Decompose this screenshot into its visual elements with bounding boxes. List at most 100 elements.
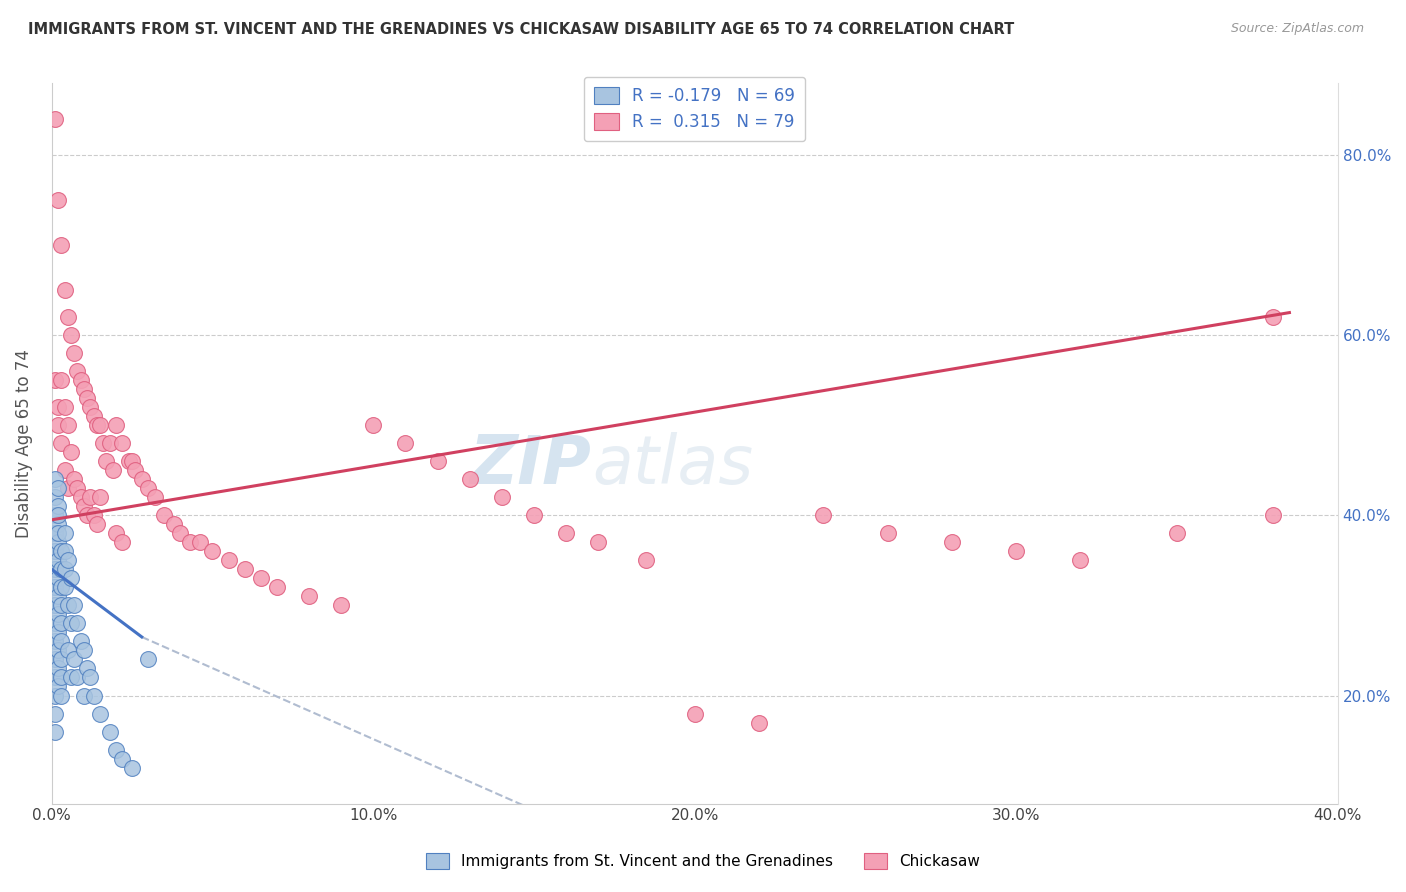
Point [69, 373, 91, 387]
Point [51, 634, 73, 648]
Point [179, 535, 201, 549]
Point [89, 706, 111, 721]
Point [46, 535, 69, 549]
Point [83, 689, 105, 703]
Point [63, 652, 86, 666]
Point [143, 490, 166, 504]
Point [298, 590, 321, 604]
Point [44, 526, 66, 541]
Point [44, 706, 66, 721]
Point [91, 436, 114, 450]
Point [44, 472, 66, 486]
Point [136, 481, 159, 495]
Point [1263, 508, 1285, 523]
Point [51, 562, 73, 576]
Point [201, 544, 224, 558]
Point [44, 508, 66, 523]
Point [555, 526, 578, 541]
Point [53, 526, 76, 541]
Point [111, 535, 134, 549]
Point [44, 373, 66, 387]
Point [44, 526, 66, 541]
Point [53, 562, 76, 576]
Point [44, 544, 66, 558]
Point [56, 418, 79, 433]
Point [66, 481, 89, 495]
Point [44, 112, 66, 126]
Point [86, 517, 108, 532]
Point [813, 508, 835, 523]
Point [53, 400, 76, 414]
Point [51, 689, 73, 703]
Point [73, 689, 96, 703]
Text: atlas: atlas [592, 432, 754, 498]
Point [46, 553, 69, 567]
Point [394, 436, 416, 450]
Point [249, 571, 271, 585]
Point [105, 742, 128, 756]
Point [69, 634, 91, 648]
Point [1005, 544, 1028, 558]
Point [1263, 310, 1285, 324]
Point [73, 500, 96, 514]
Point [188, 535, 211, 549]
Point [46, 508, 69, 523]
Point [46, 526, 69, 541]
Point [56, 643, 79, 657]
Point [44, 652, 66, 666]
Point [96, 454, 118, 468]
Point [83, 409, 105, 424]
Point [60, 671, 83, 685]
Point [53, 581, 76, 595]
Point [79, 400, 101, 414]
Point [60, 571, 83, 585]
Point [44, 724, 66, 739]
Point [131, 472, 153, 486]
Point [586, 535, 609, 549]
Point [523, 508, 546, 523]
Point [46, 607, 69, 622]
Point [51, 671, 73, 685]
Point [124, 463, 146, 477]
Point [46, 500, 69, 514]
Point [53, 463, 76, 477]
Point [73, 643, 96, 657]
Point [44, 544, 66, 558]
Legend: R = -0.179   N = 69, R =  0.315   N = 79: R = -0.179 N = 69, R = 0.315 N = 79 [583, 77, 806, 142]
Point [98, 436, 121, 450]
Point [60, 445, 83, 459]
Point [46, 517, 69, 532]
Point [89, 418, 111, 433]
Point [121, 454, 143, 468]
Point [46, 680, 69, 694]
Point [153, 508, 176, 523]
Point [98, 724, 121, 739]
Point [69, 490, 91, 504]
Point [118, 454, 141, 468]
Point [46, 571, 69, 585]
Point [51, 616, 73, 631]
Point [44, 599, 66, 613]
Point [941, 535, 963, 549]
Point [44, 562, 66, 576]
Point [56, 481, 79, 495]
Point [46, 643, 69, 657]
Point [66, 671, 89, 685]
Point [51, 599, 73, 613]
Text: IMMIGRANTS FROM ST. VINCENT AND THE GRENADINES VS CHICKASAW DISABILITY AGE 65 TO: IMMIGRANTS FROM ST. VINCENT AND THE GREN… [28, 22, 1014, 37]
Point [60, 328, 83, 343]
Point [51, 581, 73, 595]
Point [491, 490, 513, 504]
Point [79, 671, 101, 685]
Point [46, 481, 69, 495]
Point [218, 553, 240, 567]
Legend: Immigrants from St. Vincent and the Grenadines, Chickasaw: Immigrants from St. Vincent and the Gren… [420, 847, 986, 875]
Point [51, 373, 73, 387]
Point [121, 761, 143, 775]
Point [56, 553, 79, 567]
Point [76, 391, 98, 405]
Point [46, 400, 69, 414]
Point [79, 490, 101, 504]
Y-axis label: Disability Age 65 to 74: Disability Age 65 to 74 [15, 349, 32, 538]
Point [51, 652, 73, 666]
